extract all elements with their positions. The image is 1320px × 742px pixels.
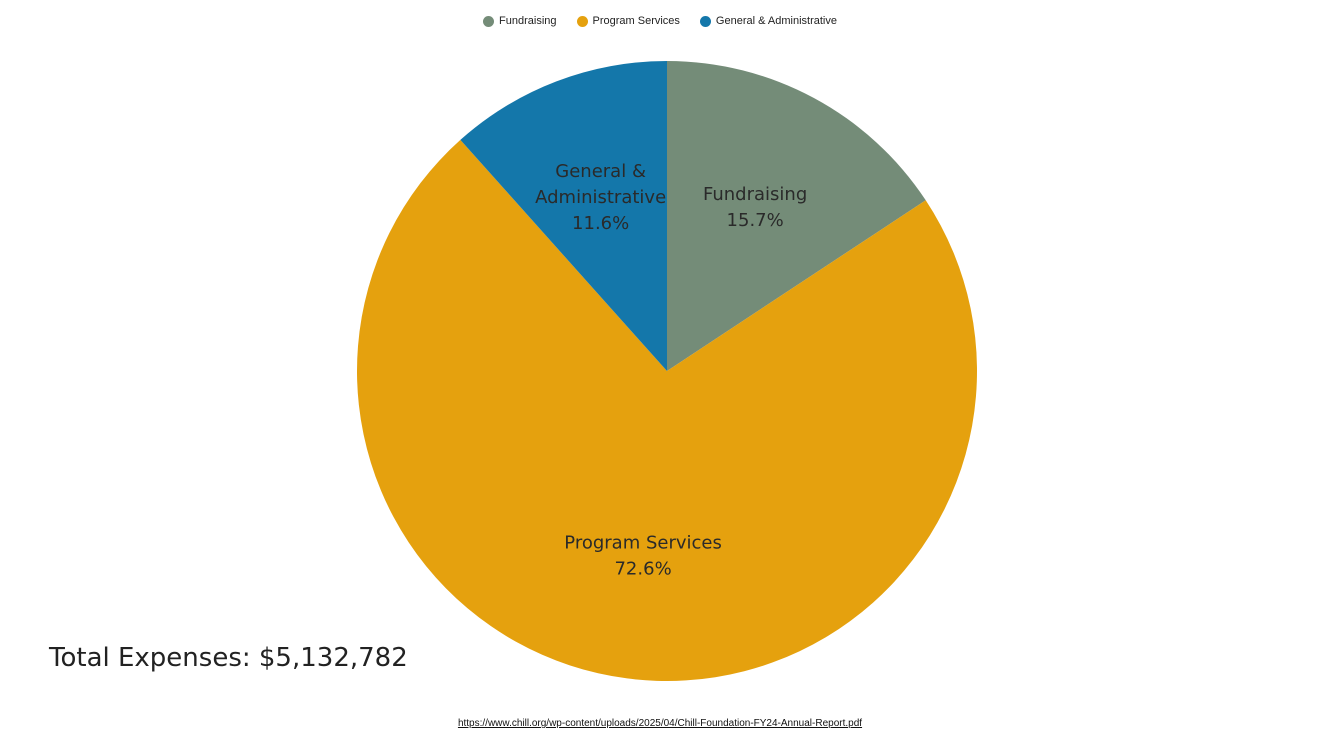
slice-name-general-and-administrative-line-1: General & xyxy=(555,161,646,182)
legend-label-fundraising: Fundraising xyxy=(499,15,557,27)
pie-slice-program-services[interactable] xyxy=(356,139,977,682)
slice-value-fundraising: 15.7% xyxy=(727,210,784,231)
legend-swatch-program-services xyxy=(576,15,588,27)
slice-value-program-services: 72.6% xyxy=(614,558,671,579)
legend-label-program-services: Program Services xyxy=(592,15,680,27)
slice-label-fundraising: Fundraising 15.7% xyxy=(703,184,807,231)
source-link[interactable]: https://www.chill.org/wp-content/uploads… xyxy=(457,718,863,729)
slice-name-general-and-administrative-line-2: Administrative xyxy=(535,187,666,208)
slice-label-general-and-administrative: General & Administrative 11.6% xyxy=(535,161,666,234)
legend-item-fundraising[interactable]: Fundraising xyxy=(483,15,557,27)
slice-value-general-and-administrative: 11.6% xyxy=(572,213,629,234)
chart-legend: Fundraising Program Services General & Adm… xyxy=(0,12,1320,30)
slice-name-program-services-line-1: Program Services xyxy=(564,532,722,553)
legend-swatch-fundraising xyxy=(483,15,495,27)
pie-slice-fundraising[interactable] xyxy=(667,61,926,371)
legend-label-general-and-administrative: General & Administrative xyxy=(715,15,837,27)
legend-item-general-and-administrative[interactable]: General & Administrative xyxy=(699,15,837,27)
slice-name-fundraising-line-1: Fundraising xyxy=(703,184,807,205)
total-expenses-label: Total Expenses: $5,132,782 xyxy=(49,643,408,673)
legend-item-program-services[interactable]: Program Services xyxy=(576,15,680,27)
pie-slice-general-and-administrative[interactable] xyxy=(460,61,667,371)
legend-swatch-general-and-administrative xyxy=(699,15,711,27)
slice-label-program-services: Program Services 72.6% xyxy=(564,532,722,579)
